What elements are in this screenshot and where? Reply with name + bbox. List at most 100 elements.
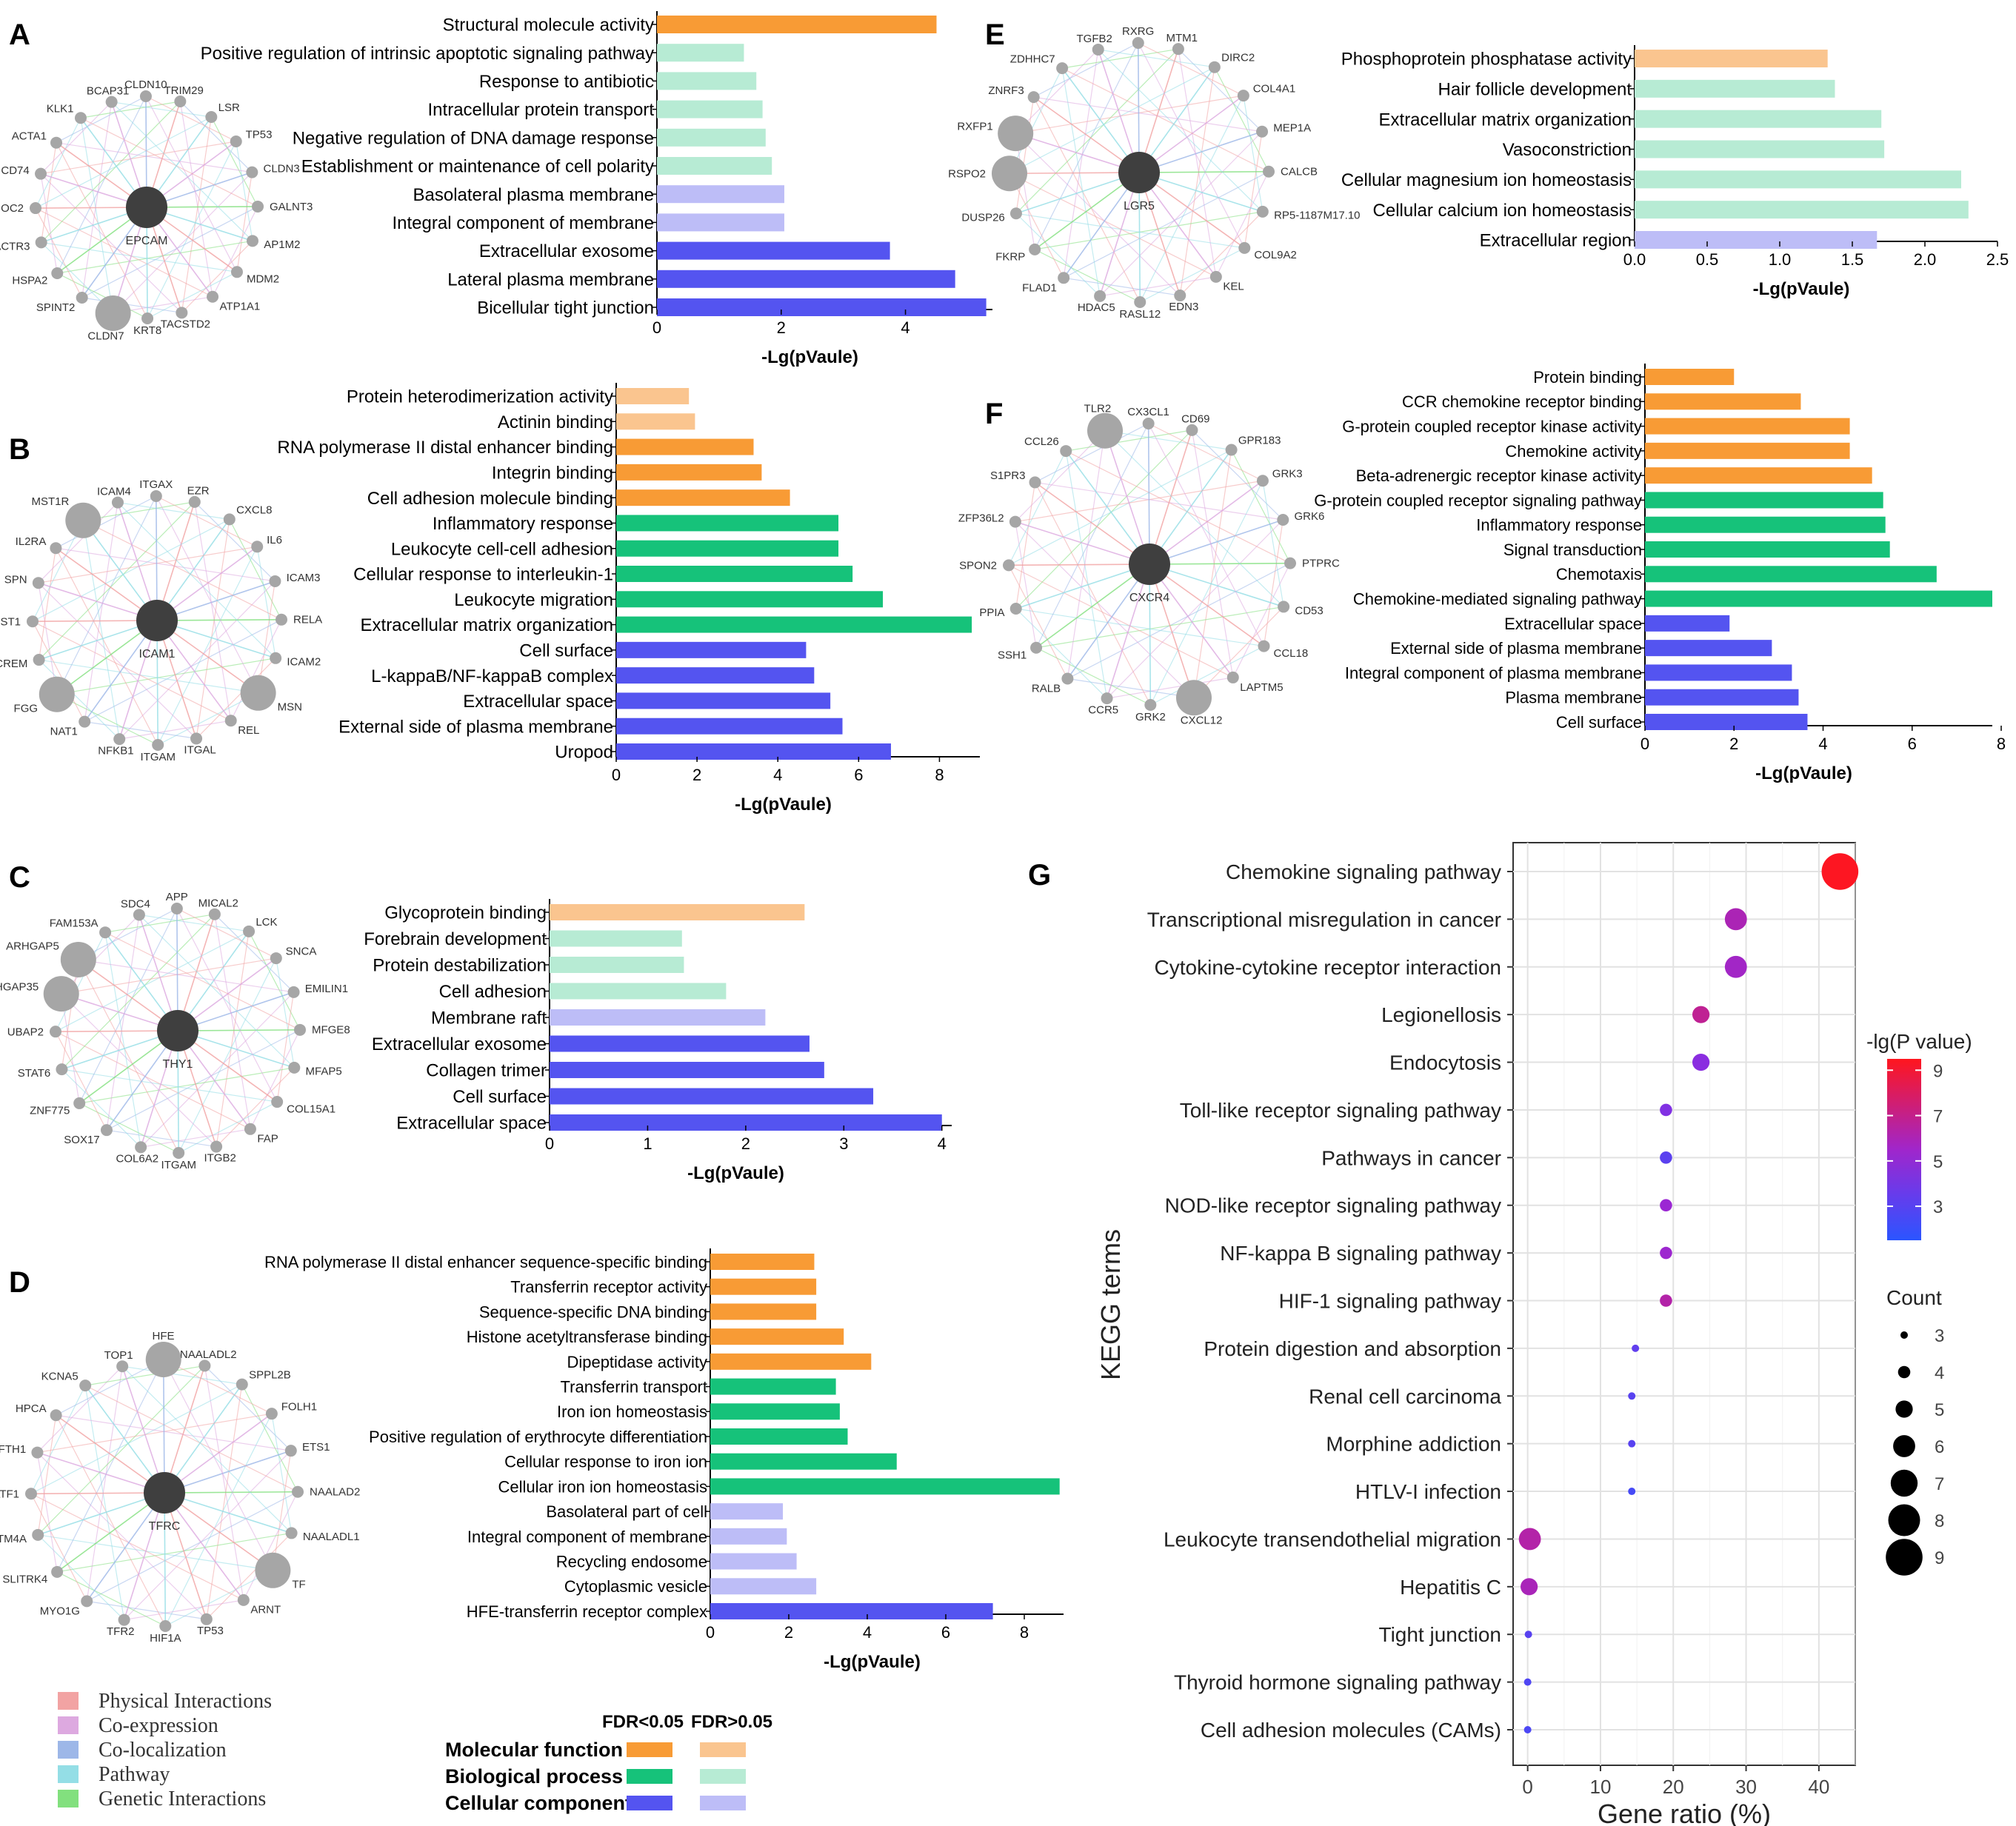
gene-node — [251, 541, 264, 553]
network-edge — [40, 141, 236, 175]
gene-node — [1262, 165, 1275, 178]
network-edge — [37, 1413, 272, 1454]
gene-node — [1009, 602, 1022, 615]
bar — [1645, 541, 1890, 558]
network-D: NAALADL2 SPPL2B FOLH1 ETS1 NAALAD2 NAALADL1 TF… — [0, 1330, 360, 1645]
bar — [550, 1009, 766, 1026]
gene-node-label: RP5-1187M17.10 — [1274, 210, 1360, 222]
gene-node-label: GALNT3 — [270, 201, 313, 213]
gene-node — [230, 266, 243, 278]
network-edge — [194, 501, 276, 582]
kegg-term-label: Cell adhesion molecules (CAMs) — [1201, 1719, 1501, 1742]
network-edge — [1064, 277, 1181, 296]
bar — [657, 298, 987, 316]
x-axis-title: Gene ratio (%) — [1598, 1799, 1771, 1826]
network-edge — [1138, 172, 1181, 296]
network-edge — [1149, 449, 1232, 565]
panel-letter: B — [9, 433, 30, 466]
networks-layer: A TRIM29 LSR TP53 CLDN3 GALNT3 AP1M2 MDM2 ATP1A1… — [0, 19, 1361, 1645]
bar-legend-label: Biological process — [445, 1765, 623, 1787]
bar — [657, 100, 763, 118]
network-edges — [30, 1359, 298, 1627]
network-edge — [119, 581, 276, 740]
network-edge — [40, 173, 182, 313]
kegg-term-label: Thyroid hormone signaling pathway — [1174, 1671, 1501, 1694]
category-label: Cellular magnesium ion homeostasis — [1341, 170, 1632, 190]
network-edge — [1232, 563, 1291, 678]
network-edge — [156, 620, 276, 659]
network-edge — [256, 546, 276, 658]
network-edge — [122, 1365, 242, 1385]
network-edge — [79, 1103, 179, 1154]
gene-node-label: KLK1 — [47, 102, 74, 115]
network-edge — [1099, 131, 1263, 297]
network-edge — [1008, 563, 1150, 566]
gene-node — [288, 1061, 301, 1074]
gene-node-label: TOP1 — [104, 1349, 133, 1362]
gene-node — [992, 155, 1028, 192]
gene-node-label: AP1M2 — [264, 238, 300, 251]
network-edge — [1099, 172, 1140, 297]
network-legend-swatch — [58, 1716, 79, 1734]
network-legend-swatch — [58, 1790, 79, 1807]
gene-node — [188, 495, 201, 508]
gene-node — [32, 1528, 44, 1541]
gene-node-label: MYO1G — [40, 1605, 80, 1617]
network-edge — [56, 96, 147, 274]
network-edge — [176, 908, 278, 1103]
barchart-B: Protein heterodimerization activity Actin… — [277, 383, 980, 815]
network-edge — [55, 547, 158, 746]
network-edge — [236, 172, 253, 272]
network-legend-label: Pathway — [99, 1763, 170, 1786]
gene-node — [265, 1408, 278, 1420]
barchart-F: Protein binding CCR chemokine receptor bi… — [1314, 364, 2006, 783]
gene-node — [43, 976, 79, 1012]
bar — [1645, 516, 1886, 533]
gene-node-label: SDC4 — [121, 897, 150, 910]
network-B: EZR CXCL8 IL6 ICAM3 RELA ICAM2 MSN REL ITGAL ITGA… — [0, 478, 322, 763]
gene-node — [39, 676, 75, 712]
network-edge — [1033, 96, 1141, 303]
network-edge — [212, 206, 258, 297]
network-edge — [117, 502, 230, 520]
kegg-point — [1628, 1439, 1636, 1448]
network-edge — [243, 1491, 298, 1601]
network-edge — [1106, 563, 1150, 699]
bar — [616, 718, 843, 735]
network-edge — [164, 1450, 292, 1494]
network-edge — [38, 546, 258, 583]
gene-node-label: SNCA — [286, 946, 317, 958]
panel-letter: G — [1028, 859, 1051, 892]
gene-node-label: ACTA1 — [12, 130, 47, 142]
x-tick-label: 6 — [941, 1623, 950, 1642]
x-tick-label: 2 — [741, 1134, 750, 1153]
network-edge — [178, 1101, 278, 1154]
gene-node — [1132, 37, 1144, 50]
network-edge — [84, 1385, 125, 1620]
network-edge — [1149, 429, 1193, 565]
gene-node — [205, 111, 218, 124]
network-edge — [38, 502, 119, 583]
gene-node-label: FOLH1 — [281, 1401, 317, 1414]
network-legend-label: Genetic Interactions — [99, 1787, 266, 1810]
category-label: Actinin binding — [498, 412, 613, 432]
kegg-point — [1660, 1103, 1672, 1117]
size-legend-label: 8 — [1935, 1511, 1944, 1531]
network-edge — [141, 1128, 251, 1148]
network-edge — [164, 1413, 273, 1494]
size-legend-dot — [1893, 1435, 1915, 1457]
gene-node-label: ZNRF3 — [988, 84, 1024, 97]
network-edge — [1033, 96, 1263, 133]
network-edge — [206, 1532, 293, 1620]
gene-node — [111, 496, 124, 509]
kegg-point — [1821, 853, 1859, 890]
gene-node — [190, 732, 203, 745]
kegg-point — [1660, 1151, 1672, 1164]
network-edge — [1149, 563, 1195, 698]
kegg-point — [1724, 955, 1747, 978]
gene-node — [73, 1097, 86, 1109]
category-label: CCR chemokine receptor binding — [1402, 392, 1642, 411]
gene-node-label: ITGAX — [139, 478, 173, 491]
x-tick-label: 0 — [545, 1134, 554, 1153]
